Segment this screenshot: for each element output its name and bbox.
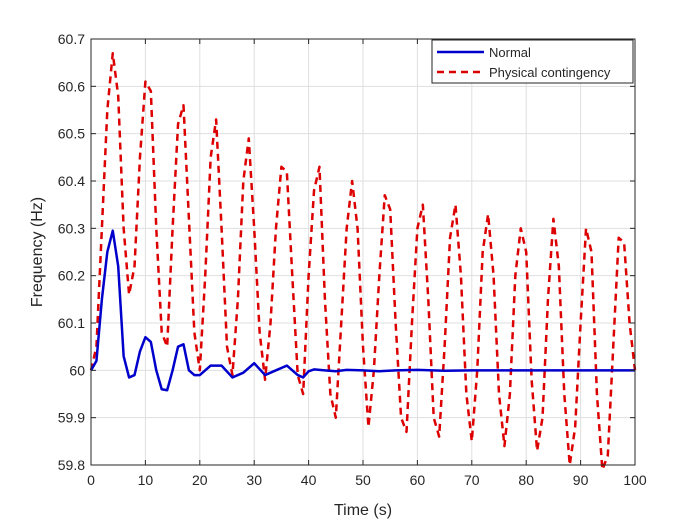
y-tick-label: 60.2 — [58, 268, 85, 284]
y-tick-label: 60.7 — [58, 31, 85, 47]
x-tick-label: 90 — [573, 472, 589, 488]
legend-label-normal: Normal — [489, 45, 531, 60]
x-tick-label: 30 — [246, 472, 262, 488]
legend-label-physical-contingency: Physical contingency — [489, 65, 611, 80]
x-tick-label: 80 — [518, 472, 534, 488]
y-tick-label: 60.4 — [58, 173, 85, 189]
series-line-normal — [89, 229, 635, 392]
y-tick-label: 59.8 — [58, 457, 85, 473]
x-tick-label: 100 — [623, 472, 647, 488]
legend-box — [431, 39, 634, 84]
legend: Normal Physical contingency — [431, 39, 634, 84]
y-tick-label: 59.9 — [58, 410, 85, 426]
x-tick-label: 60 — [410, 472, 426, 488]
x-tick-label: 10 — [138, 472, 154, 488]
x-tick-label: 40 — [301, 472, 317, 488]
y-tick-label: 60 — [69, 362, 85, 378]
series-layer — [89, 51, 637, 471]
series-line-physical-contingency — [89, 51, 637, 471]
y-tick-label: 60.1 — [58, 315, 85, 331]
tick-labels: 0 10 20 30 40 50 60 70 80 90 100 59.8 59.9 60 60.1 60.2… — [58, 31, 647, 488]
y-axis-label: Frequency (Hz) — [29, 197, 46, 307]
y-tick-label: 60.6 — [58, 78, 85, 94]
x-tick-label: 20 — [192, 472, 208, 488]
x-axis-label: Time (s) — [334, 502, 392, 519]
y-tick-label: 60.3 — [58, 220, 85, 236]
y-tick-label: 60.5 — [58, 126, 85, 142]
x-tick-label: 50 — [355, 472, 371, 488]
x-tick-label: 70 — [464, 472, 480, 488]
x-tick-label: 0 — [87, 472, 95, 488]
